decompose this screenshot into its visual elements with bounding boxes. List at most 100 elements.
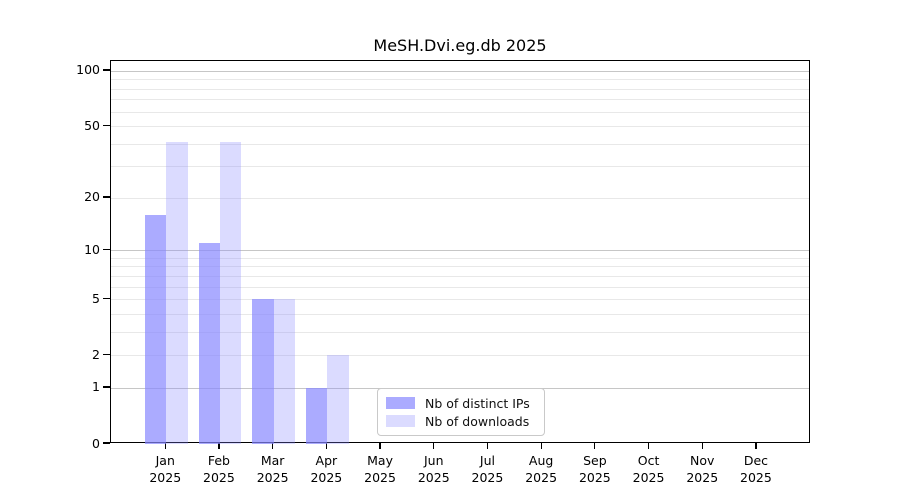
gridline-minor bbox=[111, 331, 809, 333]
month-label: May bbox=[367, 453, 393, 468]
x-tick-mark bbox=[272, 443, 274, 449]
x-tick-label-aug: Aug 2025 bbox=[512, 452, 570, 486]
y-tick-mark bbox=[103, 124, 110, 126]
gridline-minor bbox=[111, 88, 809, 90]
gridline-minor bbox=[111, 266, 809, 268]
y-tick-label: 2 bbox=[92, 346, 100, 362]
gridline-minor bbox=[111, 79, 809, 81]
y-tick-mark bbox=[103, 353, 110, 355]
y-tick-label: 50 bbox=[84, 117, 100, 133]
year-label: 2025 bbox=[256, 470, 289, 485]
month-label: Jun bbox=[423, 453, 444, 468]
gridline-major bbox=[111, 250, 809, 252]
y-tick-label: 100 bbox=[76, 62, 100, 78]
year-label: 2025 bbox=[310, 470, 343, 485]
x-tick-mark bbox=[164, 443, 166, 449]
legend: Nb of distinct IPs Nb of downloads bbox=[377, 388, 545, 436]
y-tick-label: 1 bbox=[92, 379, 100, 395]
gridline-minor bbox=[111, 166, 809, 168]
month-label: Oct bbox=[637, 453, 660, 468]
y-tick-label: 5 bbox=[92, 290, 100, 306]
legend-item-downloads: Nb of downloads bbox=[386, 414, 536, 429]
year-label: 2025 bbox=[203, 470, 235, 485]
gridline-minor bbox=[111, 275, 809, 277]
year-label: 2025 bbox=[471, 470, 504, 485]
gridline-minor bbox=[111, 99, 809, 101]
year-label: 2025 bbox=[525, 470, 558, 485]
gridline-minor bbox=[111, 111, 809, 113]
x-tick-mark bbox=[433, 443, 435, 449]
month-label: Feb bbox=[207, 453, 230, 468]
x-tick-mark bbox=[701, 443, 703, 449]
distinct-ips-swatch-icon bbox=[386, 397, 415, 409]
plot-area bbox=[110, 60, 810, 444]
downloads-swatch-icon bbox=[386, 415, 415, 427]
year-label: 2025 bbox=[578, 470, 611, 485]
gridline-major bbox=[111, 70, 809, 72]
x-tick-label-oct: Oct 2025 bbox=[620, 452, 678, 486]
x-tick-label-jun: Jun 2025 bbox=[405, 452, 463, 486]
x-tick-label-sep: Sep 2025 bbox=[566, 452, 624, 486]
x-tick-label-may: May 2025 bbox=[351, 452, 409, 486]
y-tick-label: 10 bbox=[84, 241, 100, 257]
chart-title: MeSH.Dvi.eg.db 2025 bbox=[373, 36, 547, 55]
gridline-minor bbox=[111, 126, 809, 128]
year-label: 2025 bbox=[686, 470, 719, 485]
gridline-minor bbox=[111, 313, 809, 315]
legend-label: Nb of downloads bbox=[425, 413, 530, 429]
legend-label: Nb of distinct IPs bbox=[425, 395, 530, 411]
x-tick-label-feb: Feb 2025 bbox=[190, 452, 248, 486]
x-tick-mark bbox=[486, 443, 489, 449]
month-label: Apr bbox=[315, 453, 338, 468]
gridline-minor bbox=[111, 197, 809, 199]
x-tick-mark bbox=[325, 443, 327, 449]
year-label: 2025 bbox=[740, 470, 772, 485]
month-label: Jan bbox=[155, 453, 175, 468]
month-label: Mar bbox=[260, 453, 285, 468]
x-tick-label-apr: Apr 2025 bbox=[297, 452, 355, 486]
y-tick-label: 20 bbox=[84, 189, 100, 205]
bar-distinct-ips-mar bbox=[252, 299, 274, 444]
month-label: Nov bbox=[690, 453, 715, 468]
gridline-minor bbox=[111, 299, 809, 301]
bar-distinct-ips-apr bbox=[306, 387, 328, 444]
gridline-minor bbox=[111, 355, 809, 357]
y-tick-mark bbox=[103, 69, 110, 71]
bar-distinct-ips-jan bbox=[144, 215, 167, 444]
month-label: Aug bbox=[528, 453, 554, 468]
x-tick-mark bbox=[540, 443, 542, 449]
x-tick-label-jan: Jan 2025 bbox=[136, 452, 194, 486]
year-label: 2025 bbox=[149, 470, 182, 485]
x-tick-mark bbox=[755, 443, 757, 449]
x-tick-mark bbox=[379, 443, 381, 449]
x-tick-label-jul: Jul 2025 bbox=[458, 452, 516, 486]
y-tick-mark bbox=[103, 386, 110, 388]
gridline-minor bbox=[111, 257, 809, 259]
x-tick-mark bbox=[594, 443, 596, 449]
bar-downloads-jan bbox=[166, 141, 188, 444]
x-tick-label-dec: Dec 2025 bbox=[727, 452, 785, 486]
x-tick-label-nov: Nov 2025 bbox=[673, 452, 731, 486]
gridline-minor bbox=[111, 143, 809, 145]
y-tick-mark bbox=[103, 297, 110, 299]
month-label: Sep bbox=[583, 453, 607, 468]
bar-distinct-ips-feb bbox=[198, 243, 220, 444]
year-label: 2025 bbox=[632, 470, 665, 485]
year-label: 2025 bbox=[364, 470, 396, 485]
year-label: 2025 bbox=[417, 470, 450, 485]
bar-downloads-mar bbox=[273, 299, 295, 444]
bars-layer bbox=[111, 61, 809, 444]
y-tick-label: 0 bbox=[92, 435, 100, 451]
x-tick-label-mar: Mar 2025 bbox=[244, 452, 302, 486]
bar-downloads-apr bbox=[327, 355, 349, 444]
gridline-minor bbox=[111, 286, 809, 288]
legend-item-distinct-ips: Nb of distinct IPs bbox=[386, 396, 536, 411]
month-label: Jul bbox=[479, 453, 495, 468]
bar-downloads-feb bbox=[219, 141, 242, 444]
x-tick-mark bbox=[218, 443, 220, 449]
x-tick-mark bbox=[647, 443, 650, 449]
y-tick-mark bbox=[103, 442, 110, 444]
y-tick-mark bbox=[103, 196, 110, 198]
month-label: Dec bbox=[743, 453, 769, 468]
